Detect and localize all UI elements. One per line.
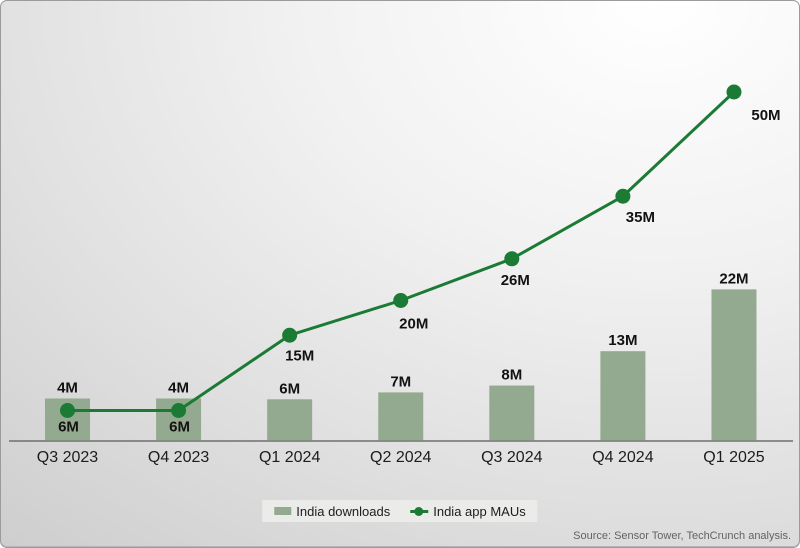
bar-value-label: 22M [719, 270, 748, 287]
line-point-Q4 2024 [615, 188, 631, 204]
x-axis-label: Q4 2023 [148, 449, 209, 466]
bar-value-label: 13M [608, 332, 637, 349]
x-axis-label: Q4 2024 [592, 449, 653, 466]
legend-label-india-app-maus: India app MAUs [433, 503, 526, 519]
x-axis-label: Q3 2023 [37, 449, 98, 466]
chart-legend: India downloads India app MAUs [262, 500, 538, 522]
x-axis-label: Q3 2024 [481, 449, 542, 466]
bar-Q1 2025 [711, 289, 757, 441]
x-axis-label: Q1 2025 [703, 449, 764, 466]
bar-Q3 2024 [489, 385, 535, 441]
bar-Q1 2024 [267, 399, 313, 441]
maus-value-label: 35M [626, 209, 655, 226]
bar-value-label: 4M [168, 380, 189, 397]
maus-value-label: 50M [751, 107, 780, 124]
bar-value-label: 6M [279, 380, 300, 397]
bar-Q2 2024 [378, 392, 424, 441]
maus-value-label: 6M [169, 419, 190, 436]
line-point-Q3 2023 [60, 403, 75, 418]
legend-label-india-downloads: India downloads [296, 503, 391, 519]
line-point-Q1 2025 [726, 84, 742, 100]
x-axis-label: Q2 2024 [370, 449, 431, 466]
line-point-Q3 2024 [504, 251, 520, 267]
maus-value-label: 6M [58, 419, 79, 436]
maus-value-label: 26M [501, 272, 530, 289]
line-point-Q1 2024 [282, 327, 298, 343]
legend-item-india-downloads: India downloads [274, 504, 390, 519]
bar-value-label: 8M [501, 367, 522, 384]
bar-Q4 2024 [600, 351, 646, 441]
bar-swatch-icon [274, 507, 292, 515]
line-dot-marker-icon [410, 506, 429, 516]
bar-value-label: 4M [57, 380, 78, 397]
line-point-Q4 2023 [171, 403, 187, 418]
source-note: Source: Sensor Tower, TechCrunch analysi… [573, 530, 791, 542]
maus-value-label: 20M [399, 316, 428, 333]
maus-value-label: 15M [285, 347, 314, 364]
line-point-Q2 2024 [393, 293, 409, 308]
x-axis-label: Q1 2024 [259, 449, 320, 466]
bar-value-label: 7M [390, 373, 411, 390]
legend-item-india-app-maus: India app MAUs [410, 504, 526, 519]
